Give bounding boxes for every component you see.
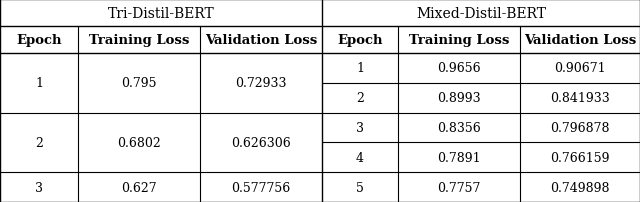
Text: 0.627: 0.627 (121, 181, 157, 194)
Text: 0.8993: 0.8993 (437, 92, 481, 105)
Text: Training Loss: Training Loss (409, 34, 509, 47)
Text: 0.90671: 0.90671 (554, 62, 606, 75)
Text: 0.7891: 0.7891 (437, 151, 481, 164)
Text: 0.626306: 0.626306 (231, 136, 291, 149)
Text: Epoch: Epoch (16, 34, 61, 47)
Text: 0.766159: 0.766159 (550, 151, 610, 164)
Text: 5: 5 (356, 181, 364, 194)
Text: 0.577756: 0.577756 (232, 181, 291, 194)
Text: 4: 4 (356, 151, 364, 164)
Text: Validation Loss: Validation Loss (205, 34, 317, 47)
Text: 0.749898: 0.749898 (550, 181, 610, 194)
Text: Tri-Distil-BERT: Tri-Distil-BERT (108, 6, 214, 20)
Text: 3: 3 (35, 181, 43, 194)
Text: 0.6802: 0.6802 (117, 136, 161, 149)
Text: 2: 2 (35, 136, 43, 149)
Text: Training Loss: Training Loss (89, 34, 189, 47)
Text: 0.796878: 0.796878 (550, 121, 610, 134)
Text: 0.7757: 0.7757 (437, 181, 481, 194)
Text: 2: 2 (356, 92, 364, 105)
Text: Validation Loss: Validation Loss (524, 34, 636, 47)
Text: Epoch: Epoch (337, 34, 383, 47)
Text: 1: 1 (356, 62, 364, 75)
Text: 0.8356: 0.8356 (437, 121, 481, 134)
Text: 0.72933: 0.72933 (236, 77, 287, 90)
Text: 0.841933: 0.841933 (550, 92, 610, 105)
Text: 3: 3 (356, 121, 364, 134)
Text: 0.9656: 0.9656 (437, 62, 481, 75)
Text: Mixed-Distil-BERT: Mixed-Distil-BERT (416, 6, 546, 20)
Text: 0.795: 0.795 (121, 77, 157, 90)
Text: 1: 1 (35, 77, 43, 90)
